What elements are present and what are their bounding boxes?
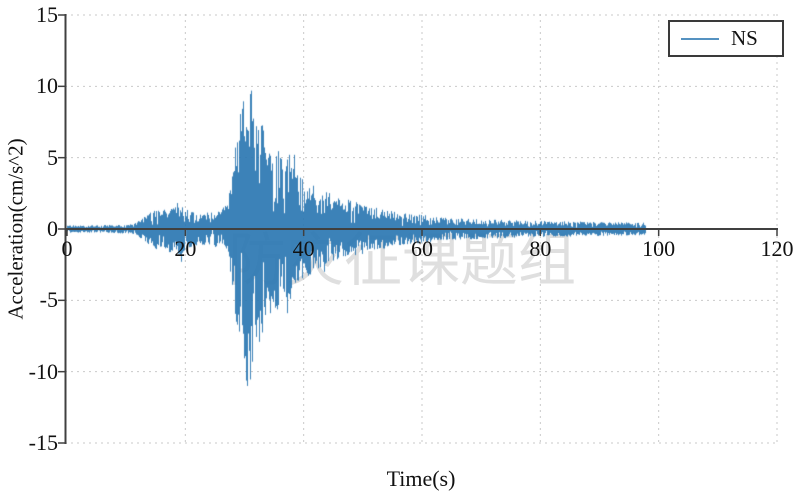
ns-legend-line (681, 37, 719, 40)
x-axis-title: Time(s) (386, 466, 456, 491)
y-axis-title: Acceleration(cm/s^2) (3, 138, 28, 320)
legend-box: NS (668, 20, 784, 57)
legend-label: NS (731, 26, 758, 50)
